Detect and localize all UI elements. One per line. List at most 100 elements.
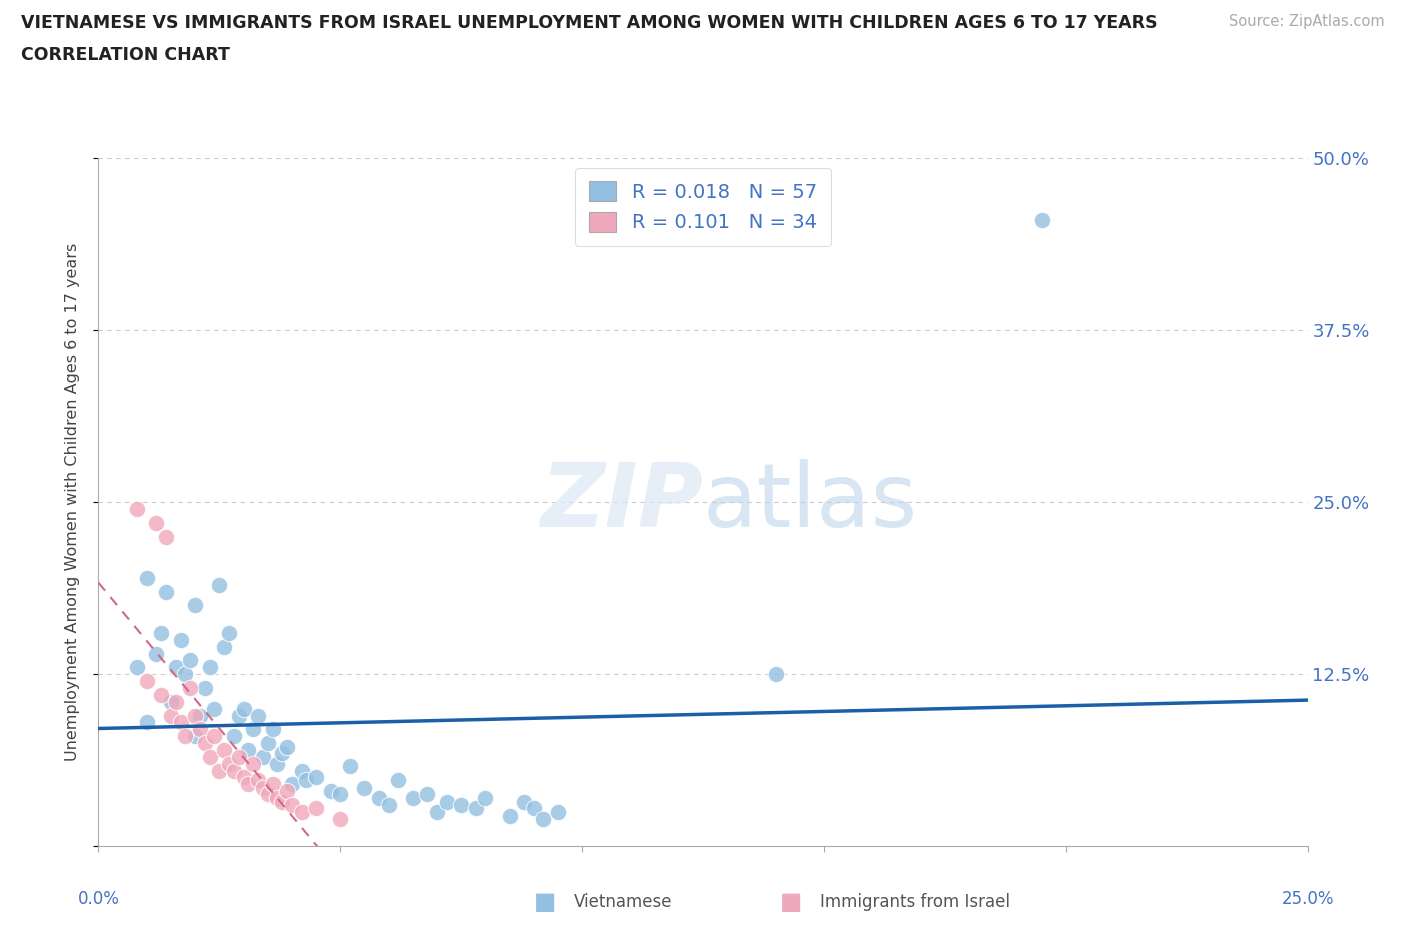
Point [238, 742, 260, 757]
Point [402, 790, 425, 805]
Point [319, 784, 342, 799]
Point [474, 790, 496, 805]
Point [256, 736, 278, 751]
Point [169, 632, 191, 647]
Point [547, 804, 569, 819]
Point [266, 790, 288, 805]
Point [150, 626, 173, 641]
Point [232, 701, 254, 716]
Point [204, 729, 226, 744]
Legend: R = 0.018   N = 57, R = 0.101   N = 34: R = 0.018 N = 57, R = 0.101 N = 34 [575, 167, 831, 246]
Point [150, 687, 173, 702]
Point [184, 729, 207, 744]
Point [262, 777, 284, 791]
Point [218, 756, 240, 771]
Point [464, 801, 486, 816]
Point [208, 764, 231, 778]
Point [165, 695, 187, 710]
Text: atlas: atlas [703, 458, 918, 546]
Point [436, 795, 458, 810]
Point [228, 750, 250, 764]
Point [266, 756, 288, 771]
Point [188, 708, 211, 723]
Point [416, 787, 439, 802]
Point [247, 708, 270, 723]
Point [222, 729, 245, 744]
Point [238, 777, 260, 791]
Point [305, 801, 328, 816]
Point [204, 701, 226, 716]
Point [212, 742, 235, 757]
Point [262, 722, 284, 737]
Point [174, 729, 197, 744]
Point [160, 708, 183, 723]
Point [208, 578, 231, 592]
Text: VIETNAMESE VS IMMIGRANTS FROM ISRAEL UNEMPLOYMENT AMONG WOMEN WITH CHILDREN AGES: VIETNAMESE VS IMMIGRANTS FROM ISRAEL UNE… [21, 14, 1157, 32]
Point [198, 660, 221, 675]
Point [135, 570, 157, 585]
Point [198, 750, 221, 764]
Point [218, 626, 240, 641]
Point [353, 781, 375, 796]
Point [169, 715, 191, 730]
Point [135, 673, 157, 688]
Point [194, 681, 217, 696]
Point [184, 598, 207, 613]
Point [232, 770, 254, 785]
Point [368, 790, 391, 805]
Point [127, 501, 149, 516]
Point [228, 708, 250, 723]
Point [165, 660, 187, 675]
Y-axis label: Unemployment Among Women with Children Ages 6 to 17 years: Unemployment Among Women with Children A… [65, 243, 80, 762]
Point [242, 722, 264, 737]
Point [765, 667, 787, 682]
Point [179, 653, 201, 668]
Point [329, 811, 352, 826]
Point [184, 708, 207, 723]
Point [295, 773, 318, 788]
Point [256, 787, 278, 802]
Point [305, 770, 328, 785]
Point [194, 736, 217, 751]
Point [387, 773, 409, 788]
Point [498, 808, 520, 823]
Text: 0.0%: 0.0% [77, 890, 120, 909]
Point [160, 695, 183, 710]
Point [531, 811, 554, 826]
Text: ■: ■ [534, 890, 557, 914]
Point [247, 773, 270, 788]
Text: Immigrants from Israel: Immigrants from Israel [820, 893, 1010, 911]
Text: 25.0%: 25.0% [1281, 890, 1334, 909]
Point [523, 801, 546, 816]
Text: CORRELATION CHART: CORRELATION CHART [21, 46, 231, 64]
Point [127, 660, 149, 675]
Point [135, 715, 157, 730]
Point [329, 787, 352, 802]
Point [222, 764, 245, 778]
Point [188, 722, 211, 737]
Point [426, 804, 449, 819]
Point [252, 750, 274, 764]
Text: ■: ■ [780, 890, 803, 914]
Point [276, 784, 298, 799]
Point [242, 756, 264, 771]
Point [174, 667, 197, 682]
Point [145, 646, 167, 661]
Point [377, 798, 399, 813]
Point [155, 529, 177, 544]
Text: Source: ZipAtlas.com: Source: ZipAtlas.com [1229, 14, 1385, 29]
Text: Vietnamese: Vietnamese [574, 893, 672, 911]
Point [281, 777, 304, 791]
Point [271, 795, 294, 810]
Point [290, 804, 312, 819]
Point [1031, 213, 1053, 228]
Point [271, 745, 294, 760]
Text: ZIP: ZIP [540, 458, 703, 546]
Point [513, 795, 536, 810]
Point [212, 639, 235, 654]
Point [145, 515, 167, 530]
Point [276, 739, 298, 754]
Point [252, 781, 274, 796]
Point [155, 584, 177, 599]
Point [450, 798, 472, 813]
